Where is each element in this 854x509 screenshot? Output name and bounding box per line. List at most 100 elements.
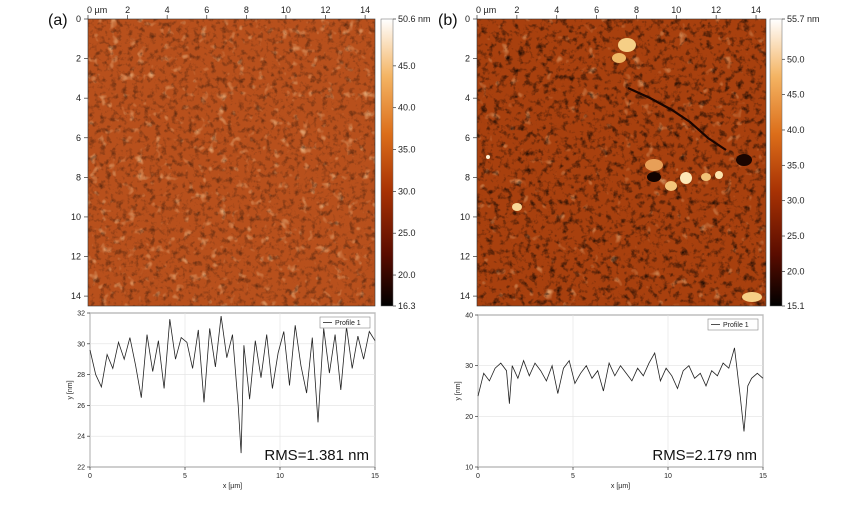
- x-tick-label: 15: [759, 473, 767, 480]
- x-tick-label: 8: [634, 5, 639, 15]
- colorbar-tick-label: 40.0: [398, 103, 416, 113]
- colorbar-tick-label: 55.7 nm: [787, 14, 820, 24]
- y-tick-label: 0: [465, 14, 470, 24]
- x-tick-label: 12: [711, 5, 721, 15]
- colorbar-tick-label: 25.0: [398, 228, 416, 238]
- afm-pit: [647, 172, 661, 182]
- colorbar-tick-label: 20.0: [398, 270, 416, 280]
- y-tick-label: 12: [71, 252, 81, 262]
- colorbar-tick-label: 20.0: [787, 266, 805, 276]
- x-tick-label: 6: [594, 5, 599, 15]
- afm-texture-b: [477, 19, 766, 306]
- colorbar-tick-label: 50.6 nm: [398, 14, 431, 24]
- colorbar-tick-label: 35.0: [398, 145, 416, 155]
- colorbar-a: [380, 18, 394, 307]
- panel-label-b: (b): [438, 12, 458, 29]
- y-tick-label: 10: [71, 212, 81, 222]
- afm-particle: [742, 292, 762, 302]
- afm-frame-a: [87, 18, 376, 307]
- y-tick-label: 6: [76, 133, 81, 143]
- x-tick-label: 0 µm: [476, 5, 496, 15]
- colorbar-tick-label: 30.0: [398, 186, 416, 196]
- colorbar-tick-label: 16.3: [398, 301, 416, 311]
- afm-particle: [665, 181, 677, 191]
- x-tick-label: 4: [554, 5, 559, 15]
- y-tick-label: 12: [460, 252, 470, 262]
- x-tick-label: 0: [88, 473, 92, 480]
- y-tick-label: 2: [465, 54, 470, 64]
- profile-content-b: 0 5 10 15 10 20 30 40 x [µm] y [nm] Profile 1 RMS=2…: [455, 313, 767, 491]
- legend-box: [319, 316, 371, 329]
- x-tick-label: 8: [244, 5, 249, 15]
- colorbar-tick-label: 30.0: [787, 196, 805, 206]
- afm-particle: [612, 53, 626, 63]
- afm-particle: [701, 173, 711, 181]
- afm-texture-a: [88, 19, 375, 306]
- y-tick-label: 30: [465, 363, 473, 370]
- x-tick-label: 10: [276, 473, 284, 480]
- y-tick-label: 6: [465, 133, 470, 143]
- x-tick-label: 14: [360, 5, 370, 15]
- x-tick-label: 5: [571, 473, 575, 480]
- x-tick-label: 2: [514, 5, 519, 15]
- afm-particle: [715, 171, 723, 179]
- y-tick-label: 0: [76, 14, 81, 24]
- legend-label: Profile 1: [723, 322, 749, 329]
- x-tick-label: 0 µm: [87, 5, 107, 15]
- profile-series-line: [89, 316, 376, 454]
- profile-plot-b: [477, 314, 764, 468]
- x-tick-label: 2: [125, 5, 130, 15]
- y-tick-label: 30: [77, 341, 85, 348]
- x-tick-label: 12: [321, 5, 331, 15]
- colorbar-ticks-a: 50.6 nm 45.0 40.0 35.0 30.0 25.0 20.0 16.3: [393, 14, 431, 311]
- y-tick-label: 22: [77, 465, 85, 472]
- afm-pit: [736, 154, 752, 166]
- colorbar-tick-label: 50.0: [787, 54, 805, 64]
- y-tick-label: 32: [77, 311, 85, 318]
- x-tick-label: 10: [671, 5, 681, 15]
- afm-axes-a: 0 µm 2 4 6 8 10 12 14 0 2 4 6 8 10 12 14: [71, 5, 370, 301]
- x-tick-label: 10: [664, 473, 672, 480]
- y-tick-label: 26: [77, 403, 85, 410]
- colorbar-tick-label: 15.1: [787, 301, 805, 311]
- profile-series-line: [477, 347, 764, 432]
- colorbar-ticks-b: 55.7 nm 50.0 45.0 40.0 35.0 30.0 25.0 20.0 15.1: [782, 14, 820, 311]
- y-tick-label: 20: [465, 414, 473, 421]
- x-tick-label: 14: [751, 5, 761, 15]
- afm-image-a: [88, 19, 375, 306]
- y-tick-label: 10: [465, 465, 473, 472]
- afm-particle: [512, 203, 522, 211]
- y-axis-label: y [nm]: [455, 381, 462, 400]
- y-tick-label: 4: [465, 93, 470, 103]
- colorbar-tick-label: 45.0: [398, 61, 416, 71]
- y-tick-label: 24: [77, 434, 85, 441]
- afm-image-b: [477, 19, 766, 306]
- rms-annotation: RMS=1.381 nm: [264, 447, 369, 464]
- x-tick-label: 15: [371, 473, 379, 480]
- colorbar-tick-label: 35.0: [787, 160, 805, 170]
- x-tick-label: 5: [183, 473, 187, 480]
- x-axis-label: x [µm]: [223, 483, 242, 490]
- colorbar-b: [769, 18, 783, 307]
- afm-particle: [486, 155, 490, 159]
- y-tick-label: 8: [465, 172, 470, 182]
- afm-particle: [680, 172, 692, 184]
- y-tick-label: 4: [76, 93, 81, 103]
- colorbar-tick-label: 45.0: [787, 90, 805, 100]
- x-tick-label: 6: [204, 5, 209, 15]
- y-tick-label: 14: [460, 291, 470, 301]
- x-tick-label: 0: [476, 473, 480, 480]
- y-axis-label: y [nm]: [67, 380, 74, 399]
- x-tick-label: 10: [281, 5, 291, 15]
- x-tick-label: 4: [165, 5, 170, 15]
- panel-label-a: (a): [48, 12, 68, 29]
- afm-particle: [618, 38, 636, 52]
- y-tick-label: 2: [76, 54, 81, 64]
- y-tick-label: 10: [460, 212, 470, 222]
- y-tick-label: 28: [77, 372, 85, 379]
- y-tick-label: 40: [465, 313, 473, 320]
- afm-crack: [627, 86, 727, 151]
- colorbar-tick-label: 40.0: [787, 125, 805, 135]
- x-axis-label: x [µm]: [611, 483, 630, 490]
